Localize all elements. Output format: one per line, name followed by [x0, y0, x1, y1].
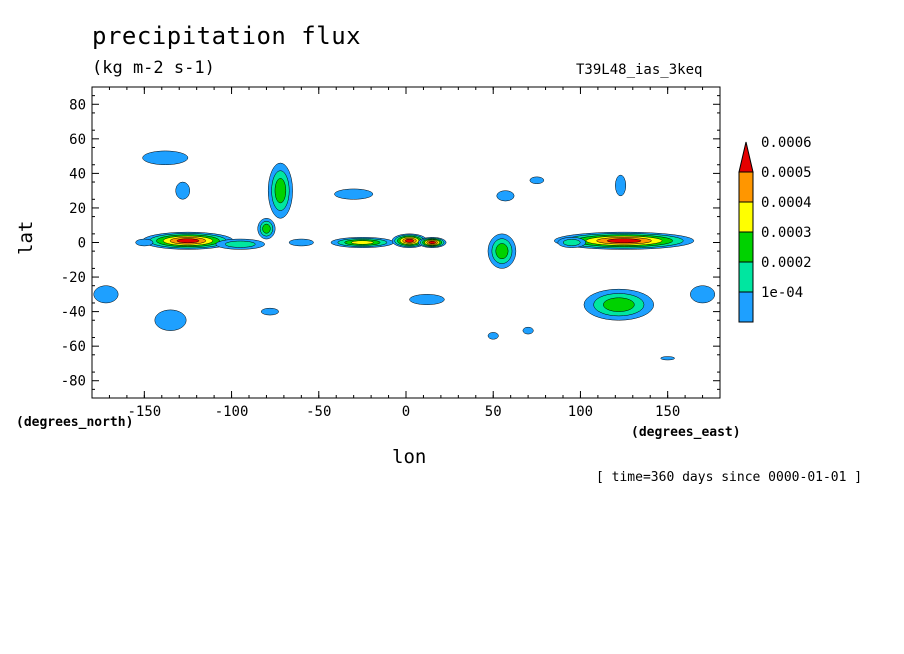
- x-tick-label: -50: [306, 404, 331, 420]
- contour-feature-18: [529, 176, 545, 185]
- chart-subtitle: (kg m-2 s-1): [92, 58, 215, 78]
- contour-feature-6: [135, 238, 154, 247]
- colorbar-swatch: [738, 171, 754, 203]
- contour-feature-4: [142, 150, 189, 165]
- contour-feature-1: [215, 238, 265, 250]
- colorbar-swatch: [738, 261, 754, 293]
- x-tick-label: 100: [568, 404, 593, 420]
- time-note: [ time=360 days since 0000-01-01 ]: [596, 470, 863, 485]
- contour-level-1: [660, 356, 675, 361]
- colorbar-label: 0.0004: [761, 195, 812, 211]
- x-axis-label: lon: [392, 446, 427, 468]
- contour-feature-9: [260, 307, 279, 316]
- contour-level-1: [334, 188, 374, 200]
- contour-feature-17: [496, 190, 515, 202]
- contour-feature-2: [257, 218, 276, 240]
- contour-feature-0: [142, 231, 234, 250]
- contour-level-1: [690, 285, 716, 304]
- y-tick-label: 60: [69, 132, 86, 148]
- contour-level-6: [428, 240, 436, 245]
- contour-feature-7: [154, 309, 187, 331]
- contour-level-1: [154, 309, 187, 331]
- contour-feature-15: [409, 294, 445, 305]
- contour-level-1: [487, 332, 499, 340]
- chart-title: precipitation flux: [92, 22, 362, 50]
- x-tick-label: -150: [127, 404, 161, 420]
- y-tick-label: -80: [61, 374, 86, 390]
- contour-feature-23: [615, 174, 627, 197]
- contour-level-3: [603, 297, 635, 312]
- contour-feature-21: [554, 231, 695, 250]
- contour-level-1: [93, 285, 119, 304]
- contour-level-3: [262, 223, 271, 234]
- contour-level-2: [562, 239, 581, 246]
- contour-feature-13: [417, 237, 447, 248]
- colorbar-extend-triangle: [738, 141, 754, 173]
- y-tick-label: -40: [61, 305, 86, 321]
- x-tick-label: 0: [402, 404, 410, 420]
- contour-level-1: [175, 181, 190, 200]
- contour-level-1: [529, 176, 545, 185]
- contour-feature-19: [487, 332, 499, 340]
- contour-field: [93, 150, 716, 361]
- contour-feature-22: [583, 288, 654, 321]
- contour-level-4: [351, 240, 374, 245]
- colorbar-swatch: [738, 231, 754, 263]
- contour-level-1: [135, 238, 154, 247]
- contour-feature-26: [557, 237, 586, 248]
- x-tick-label: 150: [655, 404, 680, 420]
- contour-level-6: [405, 238, 414, 243]
- contour-level-2: [224, 240, 256, 248]
- contour-level-1: [409, 294, 445, 305]
- contour-feature-11: [330, 237, 395, 248]
- y-axis-units: (degrees_north): [16, 415, 134, 430]
- contour-level-3: [495, 243, 509, 260]
- x-tick-label: 50: [485, 404, 502, 420]
- colorbar-label: 0.0006: [761, 135, 812, 151]
- colorbar: 1e-04 0.0002 0.0003 0.0004 0.0005 0.0006: [738, 135, 812, 323]
- x-tick-label: -100: [215, 404, 249, 420]
- contour-feature-3: [267, 162, 293, 219]
- contour-feature-10: [288, 238, 314, 247]
- contour-feature-8: [93, 285, 119, 304]
- colorbar-label: 0.0005: [761, 165, 812, 181]
- y-tick-label: 80: [69, 97, 86, 113]
- contour-level-1: [496, 190, 515, 202]
- colorbar-label: 1e-04: [761, 285, 803, 301]
- colorbar-swatch: [738, 201, 754, 233]
- contour-level-1: [288, 238, 314, 247]
- dataset-label: T39L48_ias_3keq: [576, 62, 703, 78]
- contour-level-1: [142, 150, 189, 165]
- colorbar-label: 0.0003: [761, 225, 812, 241]
- contour-feature-5: [175, 181, 190, 200]
- colorbar-label: 0.0002: [761, 255, 812, 271]
- contour-feature-16: [487, 233, 517, 269]
- contour-level-6: [176, 238, 200, 244]
- y-tick-label: -60: [61, 339, 86, 355]
- contour-feature-25: [660, 356, 675, 361]
- contour-feature-20: [522, 326, 534, 335]
- contour-level-1: [260, 307, 279, 316]
- colorbar-swatch: [738, 291, 754, 323]
- axes: -150 -100 -50 0 50 100 150 -80 -60 -40 -20 0 20 40 60 8…: [61, 87, 720, 420]
- x-axis-units: (degrees_east): [631, 425, 741, 440]
- contour-level-3: [274, 178, 287, 204]
- y-tick-label: 20: [69, 201, 86, 217]
- contour-feature-14: [334, 188, 374, 200]
- y-tick-label: 0: [78, 236, 86, 252]
- y-tick-label: -20: [61, 270, 86, 286]
- y-tick-label: 40: [69, 166, 86, 182]
- contour-level-6: [606, 238, 642, 244]
- contour-feature-24: [690, 285, 716, 304]
- contour-level-1: [615, 174, 627, 197]
- contour-level-1: [522, 326, 534, 335]
